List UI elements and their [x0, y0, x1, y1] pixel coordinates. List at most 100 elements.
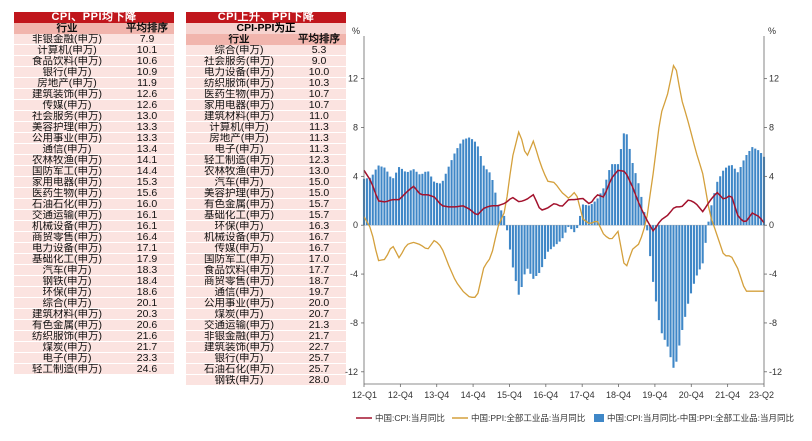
y-tick-label: 4	[353, 171, 358, 181]
table-row: 汽车(申万) 15.0	[186, 177, 346, 188]
legend: 中国:CPI:当月同比 中国:PPI:全部工业品:当月同比 中国:CPI:当月同比-…	[356, 413, 794, 423]
industry-cell: 电子(申万)	[42, 353, 92, 363]
avg-rank-cell: 28.0	[308, 374, 330, 386]
avg-rank-cell: 20.7	[308, 308, 330, 320]
diff-bar	[462, 139, 465, 226]
diff-bar	[643, 212, 646, 226]
header-avg-rank: 平均排序	[126, 22, 168, 34]
industry-cell: 环保(申万)	[42, 287, 92, 297]
diff-bar	[652, 225, 655, 282]
diff-bar	[622, 133, 625, 226]
diff-bar	[654, 225, 658, 302]
diff-bar	[742, 160, 745, 226]
diff-bar	[581, 204, 585, 226]
diff-bar	[380, 166, 383, 226]
industry-cell: 有色金属(申万)	[32, 320, 102, 330]
diff-bar	[427, 171, 430, 226]
industry-cell: 交通运输(申万)	[32, 210, 102, 220]
header-industry: 行业	[56, 23, 78, 34]
avg-rank-cell: 21.7	[136, 341, 158, 353]
table-row: 纺织服饰(申万) 10.3	[186, 78, 346, 89]
diff-bar	[587, 205, 590, 226]
diff-bar	[614, 164, 617, 226]
legend-label-cpi: 中国:CPI:当月同比	[375, 413, 445, 423]
avg-rank-cell: 15.0	[308, 176, 330, 188]
diff-bar	[418, 174, 421, 226]
left-table-title: CPI、PPI均下降	[14, 12, 174, 23]
diff-bar	[745, 155, 748, 226]
avg-rank-cell: 18.7	[308, 275, 330, 287]
industry-cell: 建筑装饰(申万)	[204, 342, 274, 352]
table-row: 食品饮料(申万) 17.7	[186, 265, 346, 276]
diff-bar	[567, 225, 570, 228]
avg-rank-cell: 20.6	[136, 319, 158, 331]
cpi-ppi-diff-bars	[362, 133, 766, 368]
diff-bar	[590, 204, 593, 226]
industry-cell: 食品饮料(申万)	[204, 265, 274, 275]
table-row: 美容护理(申万) 13.3	[14, 122, 174, 133]
x-tick-label: 17-Q4	[570, 390, 595, 400]
industry-cell: 银行(申万)	[214, 353, 264, 363]
avg-rank-cell: 15.6	[136, 187, 158, 199]
ppi-line	[363, 63, 764, 298]
y-tick-label: 4	[769, 171, 774, 181]
diff-bar	[701, 225, 704, 264]
diff-bar	[558, 225, 561, 242]
avg-rank-cell: 10.7	[308, 88, 330, 100]
table-row: 食品饮料(申万) 10.6	[14, 56, 174, 67]
legend-swatch-diff	[594, 414, 604, 422]
y-tick-label: -12	[345, 367, 358, 377]
industry-cell: 交通运输(申万)	[204, 320, 274, 330]
avg-rank-cell: 15.7	[308, 209, 330, 221]
table-row: 医药生物(申万) 10.7	[186, 89, 346, 100]
industry-cell: 汽车(申万)	[42, 265, 92, 275]
y-unit-right: %	[768, 26, 776, 36]
diff-bar	[619, 149, 622, 226]
industry-cell: 家用电器(申万)	[32, 177, 102, 187]
diff-bar	[751, 147, 754, 226]
diff-bar	[397, 167, 401, 226]
industry-cell: 商贸零售(申万)	[32, 232, 102, 242]
industry-cell: 建筑装饰(申万)	[32, 89, 102, 99]
x-tick-label: 15-Q4	[497, 390, 522, 400]
industry-cell: 社会服务(申万)	[204, 56, 274, 66]
diff-bar	[760, 153, 763, 226]
table-row: 房地产(申万) 11.9	[14, 78, 174, 89]
avg-rank-cell: 11.9	[137, 77, 157, 89]
industry-cell: 煤炭(申万)	[42, 342, 92, 352]
diff-bar	[453, 153, 456, 226]
y-tick-label: 8	[353, 123, 358, 133]
avg-rank-cell: 10.7	[308, 99, 330, 111]
industry-cell: 公用事业(申万)	[204, 298, 274, 308]
diff-bar	[503, 215, 506, 226]
diff-bar	[511, 225, 514, 268]
diff-bar	[374, 169, 377, 226]
table-row: 国防军工(申万) 14.4	[14, 166, 174, 177]
diff-bar	[634, 173, 637, 226]
diff-bar	[365, 178, 368, 226]
diff-bar	[748, 150, 751, 226]
x-tick-label: 12-Q1	[352, 390, 377, 400]
industry-cell: 美容护理(申万)	[32, 122, 102, 132]
industry-cell: 国防军工(申万)	[32, 166, 102, 176]
avg-rank-cell: 16.7	[308, 242, 330, 254]
diff-bar	[593, 201, 596, 226]
avg-rank-cell: 17.9	[136, 253, 158, 265]
industry-cell: 综合(申万)	[42, 298, 92, 308]
diff-bar	[608, 170, 611, 226]
avg-rank-cell: 13.3	[136, 132, 158, 144]
avg-rank-cell: 13.0	[136, 110, 158, 122]
industry-cell: 纺织服饰(申万)	[204, 78, 274, 88]
avg-rank-cell: 12.3	[308, 154, 330, 166]
table-row: 通信(申万) 19.7	[186, 287, 346, 298]
diff-bar	[555, 225, 558, 245]
industry-cell: 医药生物(申万)	[32, 188, 102, 198]
diff-bar	[535, 225, 538, 276]
header-industry: 行业	[228, 34, 250, 45]
industry-cell: 电力设备(申万)	[204, 67, 274, 77]
diff-bar	[637, 183, 640, 226]
table-row: 家用电器(申万) 15.3	[14, 177, 174, 188]
table-row: 基础化工(申万) 17.9	[14, 254, 174, 265]
industry-cell: 计算机(申万)	[37, 45, 97, 55]
avg-rank-cell: 11.3	[309, 132, 329, 144]
